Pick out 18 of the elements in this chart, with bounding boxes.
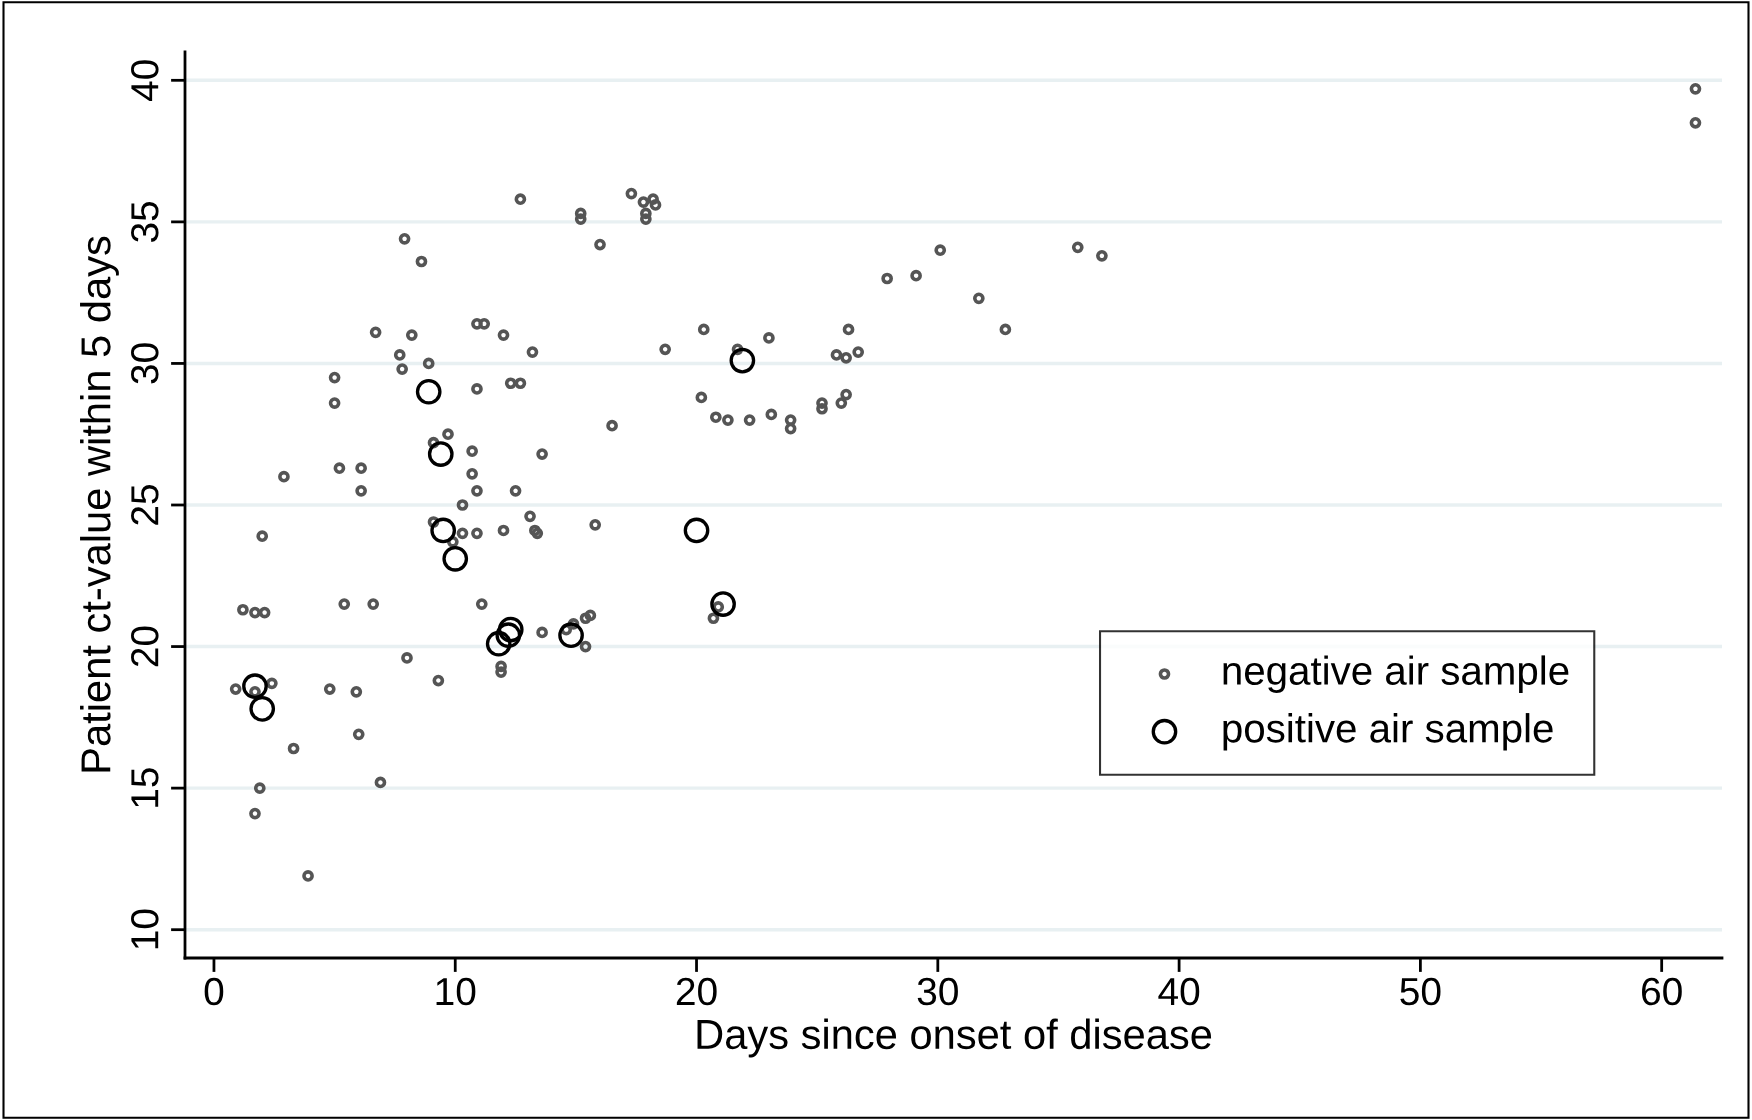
y-tick-label: 40 bbox=[131, 60, 159, 102]
x-axis-title: Days since onset of disease bbox=[697, 1018, 1212, 1058]
y-tick-label: 20 bbox=[131, 626, 159, 667]
x-tick-label: 0 bbox=[204, 977, 224, 1006]
legend-label: negative air sample bbox=[1223, 655, 1569, 693]
x-tick-label: 30 bbox=[917, 977, 958, 1006]
x-tick-label: 40 bbox=[1158, 977, 1200, 1006]
y-tick-label: 25 bbox=[131, 485, 159, 525]
y-axis-title: Patient ct-value within 5 days bbox=[80, 236, 119, 772]
x-tick-label: 20 bbox=[676, 977, 717, 1006]
x-tick-label: 10 bbox=[436, 977, 476, 1006]
x-tick-label: 50 bbox=[1400, 977, 1441, 1006]
y-tick-label: 10 bbox=[131, 909, 159, 949]
y-tick-label: 15 bbox=[131, 768, 159, 807]
x-tick-label: 60 bbox=[1642, 977, 1682, 1006]
y-tick-label: 35 bbox=[131, 201, 159, 243]
y-tick-label: 30 bbox=[131, 343, 159, 384]
legend-label: positive air sample bbox=[1223, 713, 1553, 751]
